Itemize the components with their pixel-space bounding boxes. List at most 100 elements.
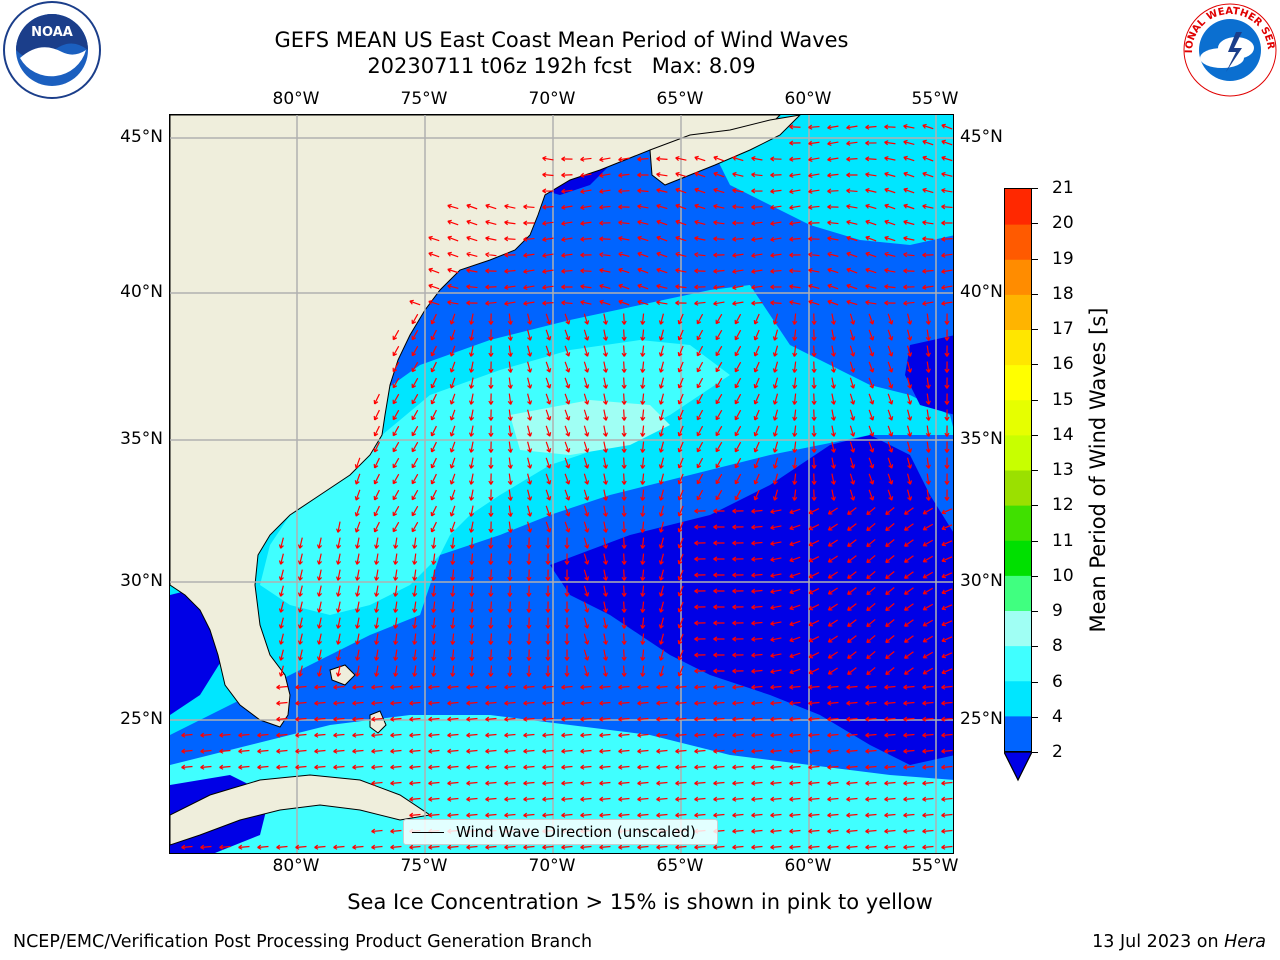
wind-wave-arrow [526,665,532,677]
wind-wave-arrow [732,764,744,770]
wind-wave-arrow [903,635,914,643]
wind-wave-arrow [753,441,760,453]
wind-wave-arrow [449,361,456,373]
wind-wave-arrow [789,252,801,258]
wind-wave-arrow [656,748,668,754]
wind-wave-arrow [355,585,361,597]
wind-wave-arrow [449,393,456,405]
wind-wave-arrow [694,732,706,738]
wind-wave-arrow [941,508,953,515]
wind-wave-arrow [466,219,478,226]
wind-wave-arrow [392,457,400,469]
wind-wave-arrow [885,603,895,612]
wind-wave-arrow [430,489,437,501]
wind-wave-arrow [789,299,801,306]
wind-wave-arrow [430,521,437,533]
lon-tick-top: 55°W [911,89,959,109]
wind-wave-arrow [469,601,475,613]
wind-wave-arrow [352,748,364,754]
wind-wave-arrow [621,617,627,629]
wind-wave-arrow [656,267,668,274]
wind-wave-arrow [297,553,303,565]
wind-wave-arrow [428,748,440,754]
wind-wave-arrow [373,521,380,533]
wind-wave-arrow [640,425,646,437]
wind-wave-arrow [412,569,418,581]
wind-wave-arrow [811,409,817,421]
wind-wave-arrow [865,235,877,242]
wind-wave-arrow [658,329,665,341]
wind-wave-arrow [618,251,630,257]
colorbar-tick-mark [1032,258,1038,260]
wind-wave-arrow [583,345,590,357]
wind-wave-arrow [789,716,801,722]
wind-wave-arrow [412,553,418,565]
wind-wave-arrow [527,473,533,485]
wind-wave-arrow [903,619,914,627]
wind-wave-arrow [411,313,419,325]
wind-wave-arrow [734,313,742,325]
wind-wave-arrow [658,585,665,597]
wind-wave-arrow [830,489,836,501]
wind-wave-arrow [865,156,877,162]
wind-wave-arrow [297,617,303,629]
wind-wave-arrow [846,251,858,258]
wind-wave-arrow [884,700,896,706]
wind-wave-arrow [564,601,570,613]
wind-wave-arrow [922,171,934,178]
wind-wave-arrow [561,268,573,274]
wind-wave-arrow [637,267,649,274]
wind-wave-arrow [618,299,630,306]
wind-wave-arrow [374,537,380,549]
wind-wave-arrow [523,748,535,754]
wind-wave-arrow [352,844,364,850]
wind-wave-arrow [865,716,877,722]
wind-wave-arrow [466,700,478,706]
colorbar-segment [1005,610,1031,647]
colorbar-tick-mark [1032,223,1038,225]
wind-wave-arrow [675,796,687,802]
wind-wave-arrow [618,796,630,802]
wind-wave-arrow [447,267,459,274]
wind-wave-arrow [903,523,914,531]
wind-wave-arrow [906,457,913,469]
wind-wave-arrow [411,329,419,341]
wind-wave-arrow [469,393,475,405]
wind-wave-arrow [675,251,687,257]
wind-wave-arrow [903,603,914,611]
wind-wave-arrow [811,329,817,341]
wind-wave-arrow [580,220,592,226]
wind-wave-arrow [713,636,725,642]
wind-wave-arrow [564,521,571,533]
wind-wave-arrow [734,361,742,373]
wind-wave-arrow [677,649,684,661]
wind-wave-arrow [751,684,763,690]
wind-wave-arrow [770,172,782,178]
wind-wave-arrow [507,521,513,533]
wind-wave-arrow [941,572,953,579]
wind-wave-arrow [906,329,913,341]
wind-wave-arrow [751,508,763,514]
wind-wave-arrow [675,187,687,194]
wind-wave-arrow [276,700,288,706]
wind-wave-arrow [507,601,513,613]
wind-wave-arrow [488,329,494,341]
wind-wave-arrow [658,537,665,549]
wind-wave-arrow [885,555,895,564]
wind-wave-arrow [640,361,646,373]
wind-wave-arrow [941,524,953,531]
wind-wave-arrow [808,684,820,690]
wind-wave-arrow [732,716,744,722]
wind-wave-arrow [827,299,839,306]
wind-wave-arrow [469,569,475,581]
wind-wave-arrow [903,219,915,226]
colorbar-label: Mean Period of Wind Waves [s] [1086,307,1110,633]
wind-wave-arrow [374,569,380,581]
wind-wave-arrow [390,844,402,850]
wind-wave-arrow [827,603,838,611]
wind-wave-arrow [922,732,934,738]
wind-wave-arrow [847,667,857,675]
land-bahamas [329,664,356,686]
wind-wave-arrow [808,124,820,130]
wind-wave-arrow [469,553,475,565]
